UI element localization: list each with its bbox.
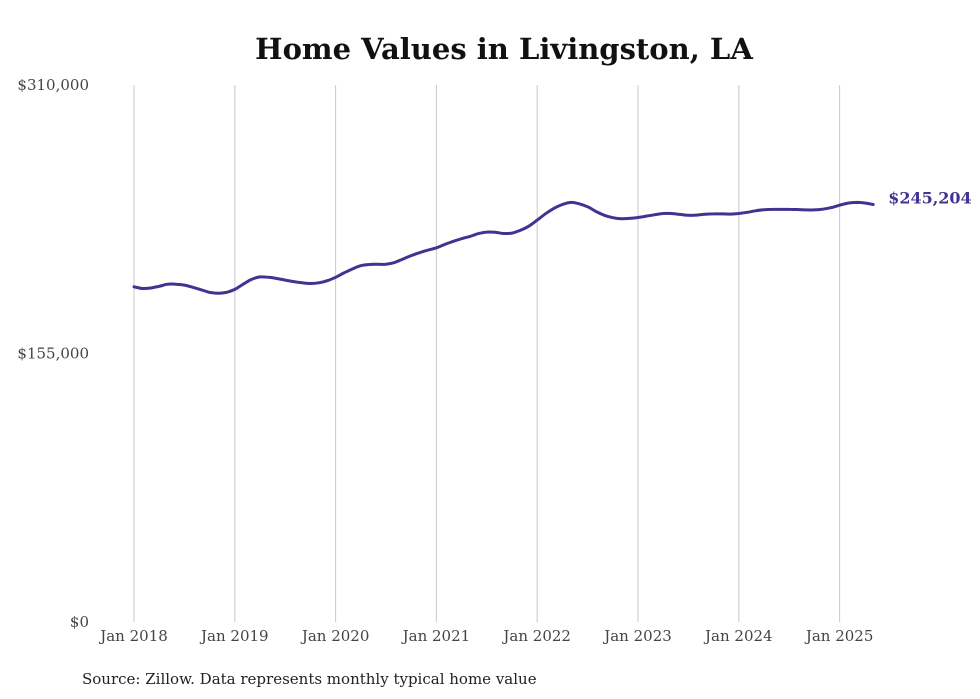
y-tick-label-0: $0 — [70, 613, 89, 631]
x-tick-label-6: Jan 2024 — [703, 627, 773, 645]
x-tick-label-4: Jan 2022 — [501, 627, 571, 645]
x-tick-label-2: Jan 2020 — [300, 627, 370, 645]
y-axis: $0 $155,000 $310,000 — [17, 76, 89, 631]
y-tick-label-2: $310,000 — [17, 76, 89, 94]
x-tick-label-1: Jan 2019 — [199, 627, 269, 645]
chart-title: Home Values in Livingston, LA — [255, 32, 753, 66]
series-group: $245,204 — [132, 189, 972, 295]
series-line-0 — [132, 200, 875, 295]
gridlines — [133, 85, 841, 622]
y-tick-label-1: $155,000 — [17, 345, 89, 363]
x-tick-label-3: Jan 2021 — [401, 627, 471, 645]
source-note: Source: Zillow. Data represents monthly … — [82, 670, 537, 688]
x-tick-label-5: Jan 2023 — [602, 627, 672, 645]
x-tick-label-7: Jan 2025 — [804, 627, 874, 645]
x-axis: Jan 2018 Jan 2019 Jan 2020 Jan 2021 Jan 2022… — [98, 627, 873, 645]
x-tick-label-0: Jan 2018 — [98, 627, 168, 645]
end-value-label: $245,204 — [888, 189, 972, 208]
